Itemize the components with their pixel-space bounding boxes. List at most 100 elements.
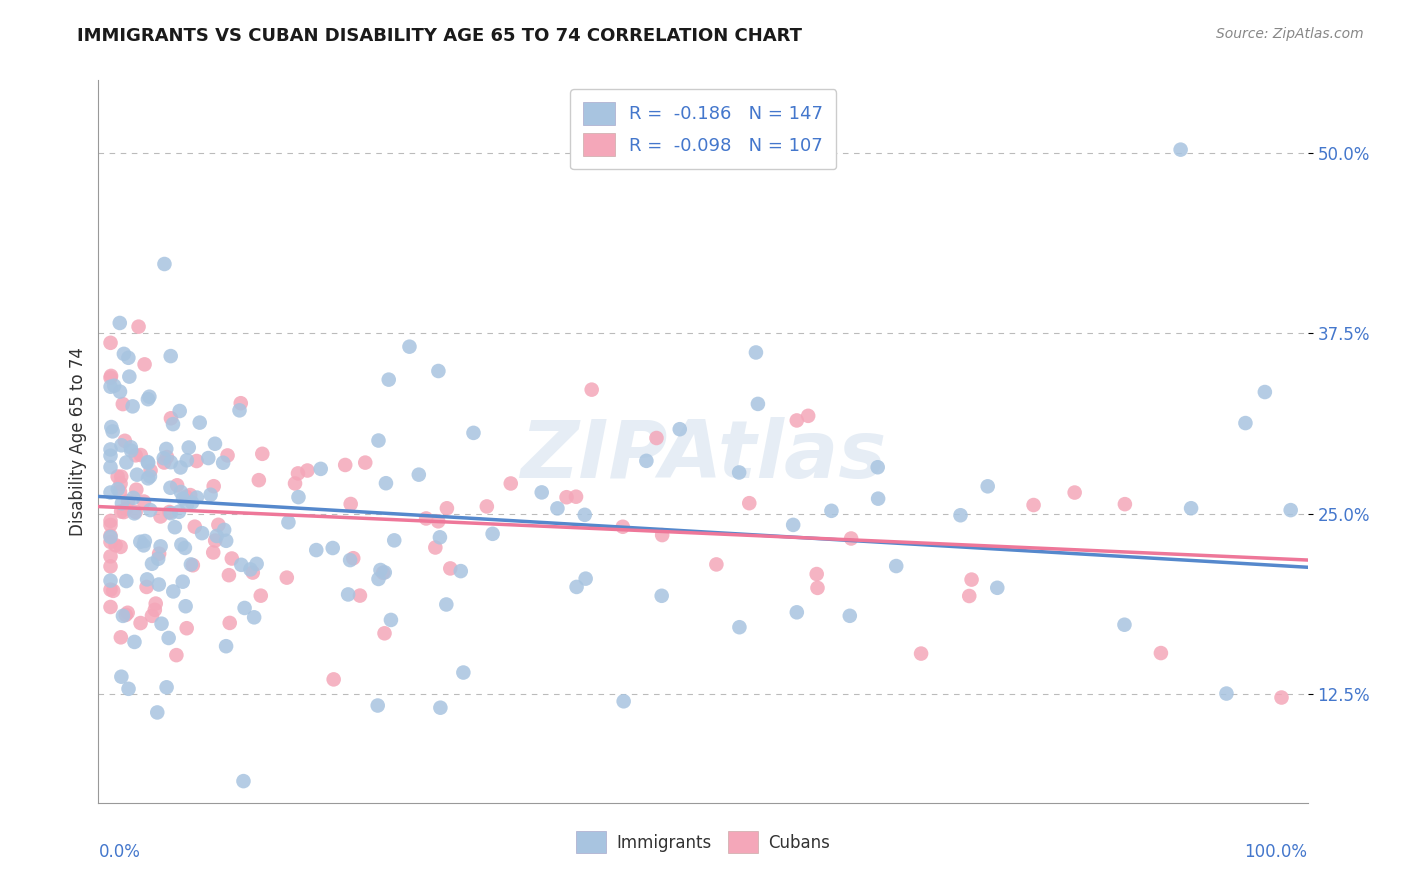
Point [371,566,394,580]
Point [499,476,522,491]
Point [367,434,389,448]
Point [1270,690,1292,705]
Point [139,469,162,483]
Point [148,577,170,591]
Point [120,440,142,454]
Point [188,416,211,430]
Point [172,574,194,589]
Point [322,541,344,555]
Point [546,501,568,516]
Point [745,345,768,359]
Point [112,505,135,519]
Point [107,482,129,496]
Point [136,456,159,470]
Point [124,507,146,521]
Point [1254,384,1277,399]
Point [157,631,180,645]
Point [129,615,152,630]
Point [349,589,371,603]
Point [110,438,132,452]
Text: ZIPAtlas: ZIPAtlas [520,417,886,495]
Point [141,557,163,571]
Point [246,557,269,571]
Point [138,390,160,404]
Point [839,532,862,546]
Point [176,498,198,512]
Point [100,420,122,434]
Point [111,496,134,510]
Point [181,558,204,573]
Point [155,681,177,695]
Point [153,257,176,271]
Point [651,528,673,542]
Point [309,462,332,476]
Point [100,449,122,463]
Point [242,566,264,580]
Point [160,411,183,425]
Point [100,485,122,500]
Point [728,620,751,634]
Point [335,458,357,472]
Point [1279,503,1302,517]
Point [884,559,907,574]
Point [110,504,132,518]
Point [136,455,159,469]
Point [159,506,181,520]
Point [287,490,309,504]
Point [232,774,254,789]
Point [129,448,152,462]
Legend: Immigrants, Cubans: Immigrants, Cubans [569,825,837,860]
Point [1215,687,1237,701]
Point [136,392,159,407]
Point [949,508,972,523]
Point [122,491,145,505]
Point [706,558,728,572]
Point [179,488,201,502]
Point [738,496,761,510]
Point [111,397,134,411]
Point [797,409,820,423]
Point [165,648,187,662]
Point [117,606,139,620]
Point [243,610,266,624]
Point [125,505,148,519]
Point [124,448,146,462]
Point [162,584,184,599]
Point [100,530,122,544]
Point [786,605,808,619]
Point [651,589,673,603]
Point [186,491,208,505]
Point [380,613,402,627]
Point [100,380,122,394]
Point [427,364,450,378]
Point [429,700,451,714]
Point [134,357,156,371]
Point [184,519,207,533]
Point [370,563,392,577]
Point [212,523,235,537]
Point [129,534,152,549]
Point [202,545,225,559]
Point [339,553,361,567]
Point [408,467,430,482]
Point [146,551,169,566]
Point [176,453,198,467]
Point [1150,646,1173,660]
Point [108,316,131,330]
Point [239,562,262,576]
Point [575,572,598,586]
Point [636,454,658,468]
Text: Source: ZipAtlas.com: Source: ZipAtlas.com [1216,27,1364,41]
Point [125,467,148,482]
Point [555,490,578,504]
Point [169,404,191,418]
Point [450,564,472,578]
Point [155,442,177,456]
Point [249,589,271,603]
Point [481,526,503,541]
Point [747,397,769,411]
Point [117,351,139,365]
Point [565,580,588,594]
Point [305,543,328,558]
Point [110,670,132,684]
